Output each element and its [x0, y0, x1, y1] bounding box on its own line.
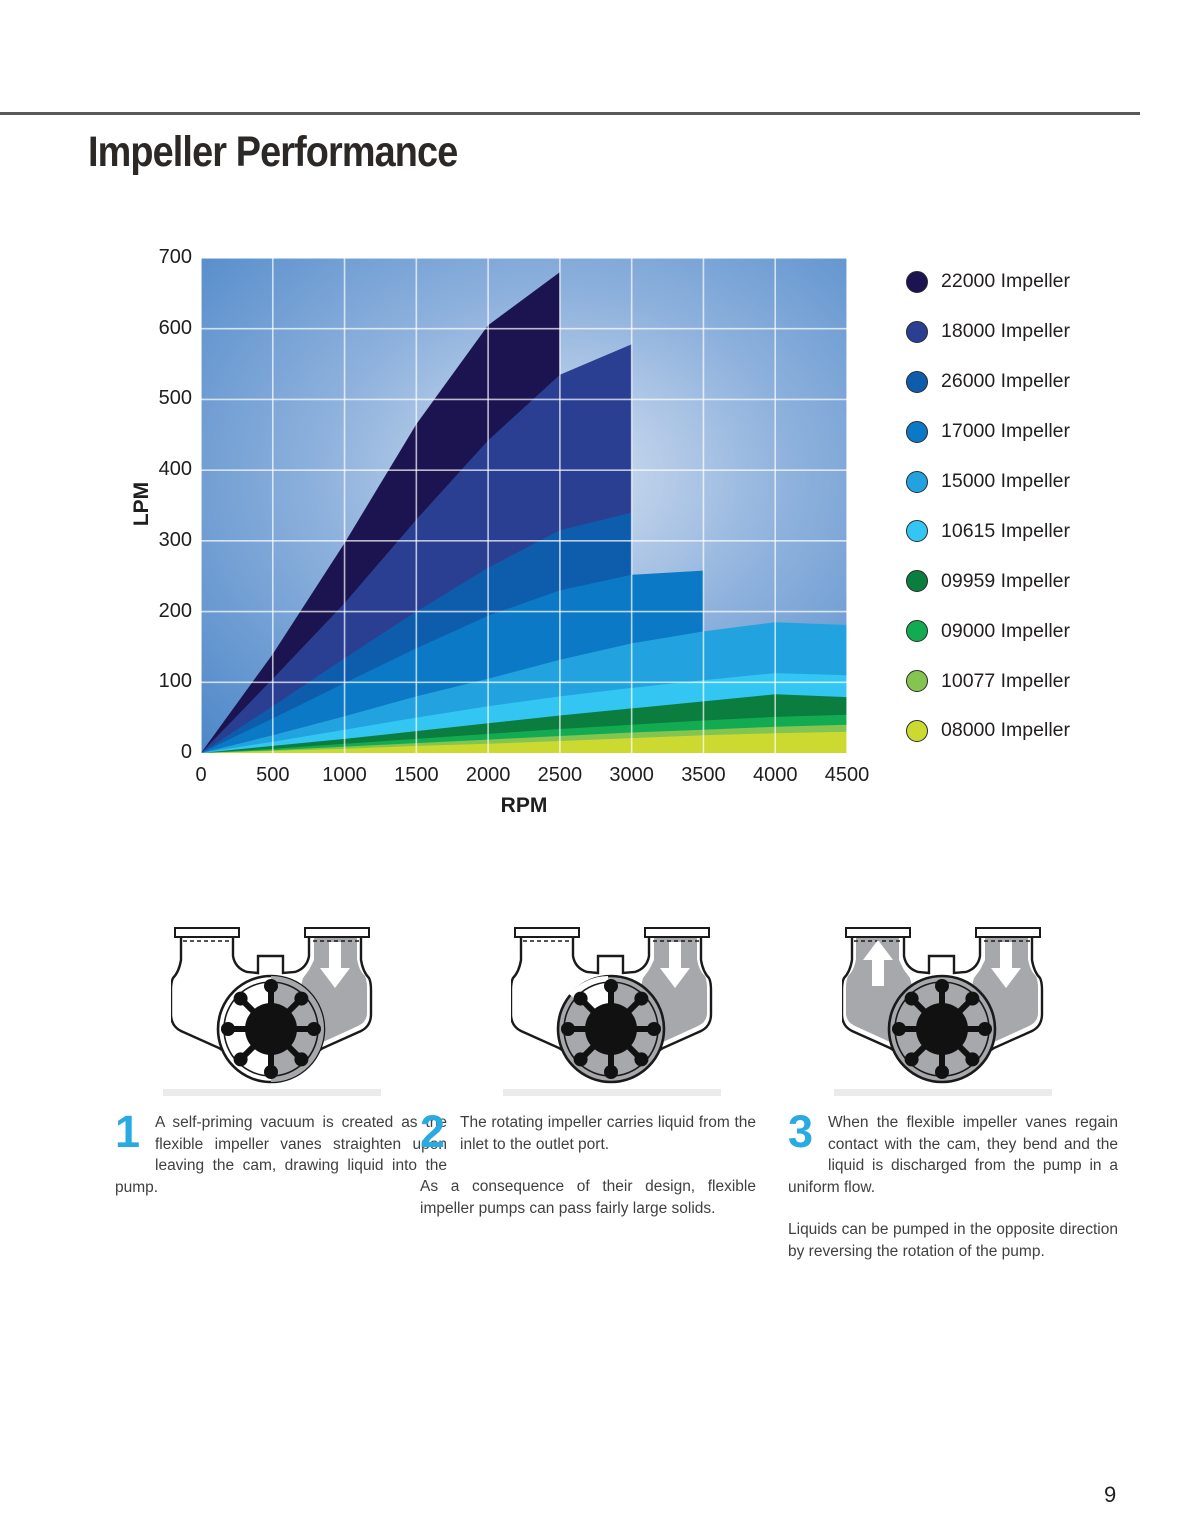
step-text: The rotating impeller carries liquid fro… — [460, 1114, 756, 1153]
pump-housing — [169, 927, 373, 1084]
step-text: Liquids can be pumped in the opposite di… — [788, 1221, 1118, 1260]
pump-housing — [509, 927, 713, 1084]
y-tick-label: 600 — [158, 316, 192, 339]
legend-label: 08000 Impeller — [941, 719, 1070, 742]
impeller-icon — [221, 979, 321, 1079]
left-flange — [845, 927, 911, 938]
legend-item: 09000 Impeller — [906, 606, 1070, 656]
pump-diagram-2 — [509, 926, 713, 1088]
legend-label: 22000 Impeller — [941, 270, 1070, 293]
step-number: 3 — [788, 1106, 814, 1157]
legend-label: 10077 Impeller — [941, 669, 1070, 692]
legend-item: 22000 Impeller — [906, 257, 1070, 307]
step-text: As a consequence of their design, flexib… — [420, 1178, 756, 1217]
pump-shadow-3 — [834, 1089, 1052, 1096]
impeller-icon — [561, 979, 661, 1079]
right-flange — [975, 927, 1041, 938]
legend-label: 15000 Impeller — [941, 470, 1070, 492]
x-tick-label: 2000 — [465, 764, 511, 786]
header-rule — [0, 112, 1140, 115]
x-tick-label: 4500 — [824, 764, 870, 786]
legend-dot-icon — [906, 370, 928, 393]
step-block-2: 2 The rotating impeller carries liquid f… — [420, 1106, 756, 1240]
pump-diagram-1 — [169, 926, 373, 1088]
outlet-down-arrow-icon — [991, 942, 1021, 988]
y-tick-label: 100 — [158, 670, 192, 693]
legend-dot-icon — [906, 620, 928, 643]
right-flange — [304, 927, 370, 938]
y-tick-label: 200 — [158, 599, 192, 622]
outlet-down-arrow-icon — [660, 942, 690, 988]
y-tick-label: 300 — [158, 528, 192, 551]
pump-shadow-1 — [163, 1089, 381, 1096]
performance-chart — [201, 258, 847, 753]
legend-item: 18000 Impeller — [906, 307, 1070, 357]
legend-item: 15000 Impeller — [906, 457, 1070, 507]
chart-gridlines — [201, 258, 847, 753]
left-flange — [514, 927, 580, 938]
y-tick-label: 0 — [180, 741, 192, 763]
legend-label: 26000 Impeller — [941, 370, 1070, 393]
step-block-3: 3 When the flexible impeller vanes regai… — [788, 1106, 1118, 1283]
legend-label: 17000 Impeller — [941, 420, 1070, 443]
x-tick-label: 3500 — [681, 764, 726, 786]
y-tick-label: 500 — [158, 387, 192, 410]
x-tick-label: 1500 — [394, 764, 439, 786]
x-tick-label: 500 — [256, 764, 290, 786]
legend-dot-icon — [906, 270, 928, 293]
x-tick-label: 2500 — [537, 764, 583, 786]
legend-dot-icon — [906, 670, 928, 693]
legend-item: 26000 Impeller — [906, 357, 1070, 407]
legend-item: 10615 Impeller — [906, 506, 1070, 556]
legend-dot-icon — [906, 719, 928, 742]
pump-shadow-2 — [503, 1089, 721, 1096]
inlet-up-arrow-icon — [863, 940, 893, 986]
legend-dot-icon — [906, 520, 928, 543]
legend-dot-icon — [906, 420, 928, 443]
x-tick-label: 3000 — [609, 764, 654, 786]
legend-label: 09000 Impeller — [941, 619, 1070, 642]
step-text: When the flexible impeller vanes regain … — [788, 1114, 1118, 1196]
legend-item: 08000 Impeller — [906, 706, 1070, 756]
legend-dot-icon — [906, 320, 928, 343]
x-tick-label: 1000 — [322, 764, 367, 786]
legend-label: 10615 Impeller — [941, 519, 1070, 542]
y-axis-label: LPM — [130, 481, 153, 527]
step-number: 2 — [420, 1106, 446, 1157]
left-flange — [174, 927, 240, 938]
step-number: 1 — [115, 1106, 141, 1157]
page-title: Impeller Performance — [88, 128, 458, 176]
step-block-1: 1 A self-priming vacuum is created as th… — [115, 1106, 447, 1219]
y-tick-label: 400 — [158, 458, 192, 481]
chart-legend: 22000 Impeller 18000 Impeller 26000 Impell… — [906, 257, 1070, 756]
x-axis-label: RPM — [500, 794, 548, 817]
legend-dot-icon — [906, 570, 928, 593]
pump-housing — [840, 927, 1044, 1084]
legend-item: 10077 Impeller — [906, 656, 1070, 706]
legend-item: 09959 Impeller — [906, 556, 1070, 606]
impeller-icon — [892, 979, 992, 1079]
x-tick-label: 0 — [195, 764, 207, 786]
y-tick-label: 700 — [158, 246, 192, 268]
legend-item: 17000 Impeller — [906, 407, 1070, 457]
area-08000-impeller — [201, 731, 847, 753]
x-tick-label: 4000 — [752, 764, 798, 786]
step-text: A self-priming vacuum is created as the … — [115, 1114, 447, 1196]
right-flange — [644, 927, 710, 938]
legend-dot-icon — [906, 470, 928, 493]
legend-label: 18000 Impeller — [941, 320, 1070, 343]
pump-diagram-3 — [840, 926, 1044, 1088]
page-number: 9 — [1104, 1482, 1117, 1507]
legend-label: 09959 Impeller — [941, 569, 1070, 592]
outlet-down-arrow-icon — [320, 942, 350, 988]
